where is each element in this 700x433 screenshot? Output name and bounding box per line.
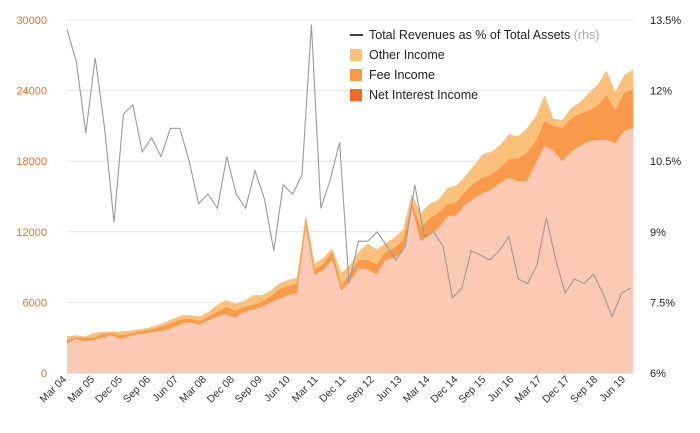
x-tick-label: Dec 05 <box>93 374 125 406</box>
x-tick-label: Sep 12 <box>345 374 377 406</box>
y-right-tick-label: 6% <box>650 368 666 380</box>
x-tick-label: Mar 11 <box>290 374 321 405</box>
y-left-tick-label: 0 <box>41 368 47 380</box>
legend-fee-label: Fee Income <box>369 68 435 82</box>
revenue-ratio-line-layer <box>66 24 632 318</box>
y-left-tick-label: 24000 <box>16 86 47 98</box>
y-right-tick-label: 13.5% <box>650 15 681 27</box>
x-tick-label: Mar 05 <box>65 374 97 406</box>
x-tick-label: Dec 08 <box>205 374 237 406</box>
revenue-ratio-line <box>66 24 632 318</box>
x-tick-label: Jun 10 <box>262 374 293 405</box>
x-tick-label: Sep 09 <box>233 373 265 405</box>
x-tick-label: Mar 17 <box>513 373 545 405</box>
legend-other-label: Other Income <box>369 48 445 62</box>
x-tick-label: Jun 19 <box>597 374 628 405</box>
legend-nii-swatch <box>350 89 362 101</box>
y-right-tick-label: 12% <box>650 86 672 98</box>
legend-nii-label: Net Interest Income <box>369 88 478 102</box>
legend: Total Revenues as % of Total Assets (rhs… <box>350 28 599 102</box>
stacked-areas <box>67 69 633 374</box>
y-left-tick-label: 30000 <box>16 15 47 27</box>
y-right-tick-label: 9% <box>650 227 666 239</box>
x-tick-label: Dec 11 <box>317 374 349 406</box>
legend-other-swatch <box>350 49 362 61</box>
x-tick-label: Mar 08 <box>177 374 209 406</box>
net-interest-income-area <box>67 128 633 373</box>
x-tick-label: Jun 13 <box>374 374 405 405</box>
x-tick-label: Mar 14 <box>401 374 433 406</box>
x-tick-label: Dec 17 <box>540 374 572 406</box>
y-left-tick-label: 18000 <box>16 156 47 168</box>
x-tick-label: Jun 16 <box>486 374 517 405</box>
x-tick-label: Sep 18 <box>568 373 600 405</box>
x-tick-label: Dec 14 <box>428 374 460 406</box>
legend-line-label: Total Revenues as % of Total Assets (rhs… <box>369 28 599 42</box>
y-right-tick-label: 7.5% <box>650 297 675 309</box>
y-left-tick-label: 12000 <box>16 227 47 239</box>
x-tick-label: Sep 06 <box>121 373 153 405</box>
y-left-tick-label: 6000 <box>23 297 47 309</box>
y-right-tick-label: 10.5% <box>650 156 681 168</box>
x-tick-label: Sep 15 <box>456 374 488 406</box>
x-tick-label: Jun 07 <box>150 374 181 405</box>
legend-fee-swatch <box>350 69 362 81</box>
